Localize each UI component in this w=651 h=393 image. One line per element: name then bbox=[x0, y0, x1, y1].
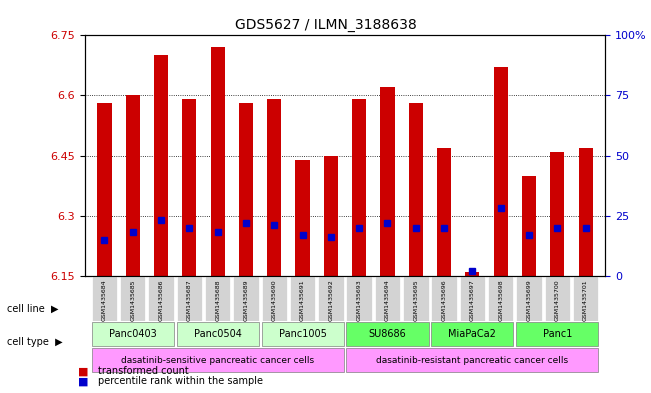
FancyBboxPatch shape bbox=[403, 276, 428, 321]
Bar bbox=[465, 272, 480, 276]
FancyBboxPatch shape bbox=[346, 276, 372, 321]
Bar bbox=[210, 48, 225, 276]
Bar bbox=[409, 103, 423, 276]
FancyBboxPatch shape bbox=[346, 348, 598, 372]
FancyBboxPatch shape bbox=[176, 322, 258, 346]
FancyBboxPatch shape bbox=[488, 276, 514, 321]
FancyBboxPatch shape bbox=[318, 276, 344, 321]
FancyBboxPatch shape bbox=[148, 276, 174, 321]
FancyBboxPatch shape bbox=[262, 276, 287, 321]
FancyBboxPatch shape bbox=[573, 276, 598, 321]
Bar bbox=[550, 152, 564, 276]
Text: GSM1435691: GSM1435691 bbox=[300, 279, 305, 321]
Text: GSM1435696: GSM1435696 bbox=[441, 279, 447, 321]
Text: GSM1435692: GSM1435692 bbox=[328, 279, 333, 321]
FancyBboxPatch shape bbox=[120, 276, 145, 321]
Text: GSM1435695: GSM1435695 bbox=[413, 279, 419, 321]
Text: cell type  ▶: cell type ▶ bbox=[7, 337, 62, 347]
Text: Panc0504: Panc0504 bbox=[194, 329, 242, 339]
Text: ■: ■ bbox=[78, 366, 89, 376]
Text: Panc1005: Panc1005 bbox=[279, 329, 327, 339]
Text: GSM1435687: GSM1435687 bbox=[187, 279, 192, 321]
Text: percentile rank within the sample: percentile rank within the sample bbox=[98, 376, 262, 386]
Text: dasatinib-resistant pancreatic cancer cells: dasatinib-resistant pancreatic cancer ce… bbox=[376, 356, 568, 365]
FancyBboxPatch shape bbox=[262, 322, 344, 346]
Bar bbox=[239, 103, 253, 276]
FancyBboxPatch shape bbox=[92, 348, 344, 372]
FancyBboxPatch shape bbox=[432, 276, 457, 321]
Text: GSM1435694: GSM1435694 bbox=[385, 279, 390, 321]
Text: GSM1435685: GSM1435685 bbox=[130, 279, 135, 321]
Text: MiaPaCa2: MiaPaCa2 bbox=[449, 329, 496, 339]
FancyBboxPatch shape bbox=[205, 276, 230, 321]
Text: GSM1435700: GSM1435700 bbox=[555, 279, 560, 321]
Text: dasatinib-sensitive pancreatic cancer cells: dasatinib-sensitive pancreatic cancer ce… bbox=[121, 356, 314, 365]
Text: Panc1: Panc1 bbox=[543, 329, 572, 339]
FancyBboxPatch shape bbox=[516, 322, 598, 346]
Bar bbox=[493, 68, 508, 276]
Text: SU8686: SU8686 bbox=[368, 329, 406, 339]
FancyBboxPatch shape bbox=[92, 276, 117, 321]
FancyBboxPatch shape bbox=[432, 322, 514, 346]
FancyBboxPatch shape bbox=[290, 276, 315, 321]
Text: GSM1435686: GSM1435686 bbox=[159, 279, 163, 321]
Bar bbox=[126, 95, 140, 276]
Bar bbox=[182, 99, 197, 276]
FancyBboxPatch shape bbox=[233, 276, 258, 321]
Text: GSM1435699: GSM1435699 bbox=[527, 279, 531, 321]
Bar bbox=[98, 103, 111, 276]
Text: GSM1435689: GSM1435689 bbox=[243, 279, 249, 321]
Text: GSM1435690: GSM1435690 bbox=[271, 279, 277, 321]
FancyBboxPatch shape bbox=[176, 276, 202, 321]
FancyBboxPatch shape bbox=[545, 276, 570, 321]
Text: GSM1435697: GSM1435697 bbox=[470, 279, 475, 321]
Bar bbox=[437, 147, 451, 276]
Bar bbox=[324, 156, 338, 276]
Text: GSM1435701: GSM1435701 bbox=[583, 279, 588, 321]
Bar bbox=[522, 176, 536, 276]
Text: GSM1435688: GSM1435688 bbox=[215, 279, 220, 321]
Bar bbox=[579, 147, 592, 276]
Bar bbox=[380, 88, 395, 276]
Text: cell line  ▶: cell line ▶ bbox=[7, 303, 58, 314]
FancyBboxPatch shape bbox=[346, 322, 428, 346]
Bar bbox=[267, 99, 281, 276]
FancyBboxPatch shape bbox=[460, 276, 485, 321]
Text: GDS5627 / ILMN_3188638: GDS5627 / ILMN_3188638 bbox=[234, 18, 417, 32]
Text: GSM1435693: GSM1435693 bbox=[357, 279, 362, 321]
Text: GSM1435698: GSM1435698 bbox=[498, 279, 503, 321]
FancyBboxPatch shape bbox=[375, 276, 400, 321]
Bar bbox=[154, 55, 168, 276]
Text: GSM1435684: GSM1435684 bbox=[102, 279, 107, 321]
FancyBboxPatch shape bbox=[516, 276, 542, 321]
Bar bbox=[352, 99, 367, 276]
Bar bbox=[296, 160, 310, 276]
FancyBboxPatch shape bbox=[92, 322, 174, 346]
Text: Panc0403: Panc0403 bbox=[109, 329, 157, 339]
Text: transformed count: transformed count bbox=[98, 366, 188, 376]
Text: ■: ■ bbox=[78, 376, 89, 386]
